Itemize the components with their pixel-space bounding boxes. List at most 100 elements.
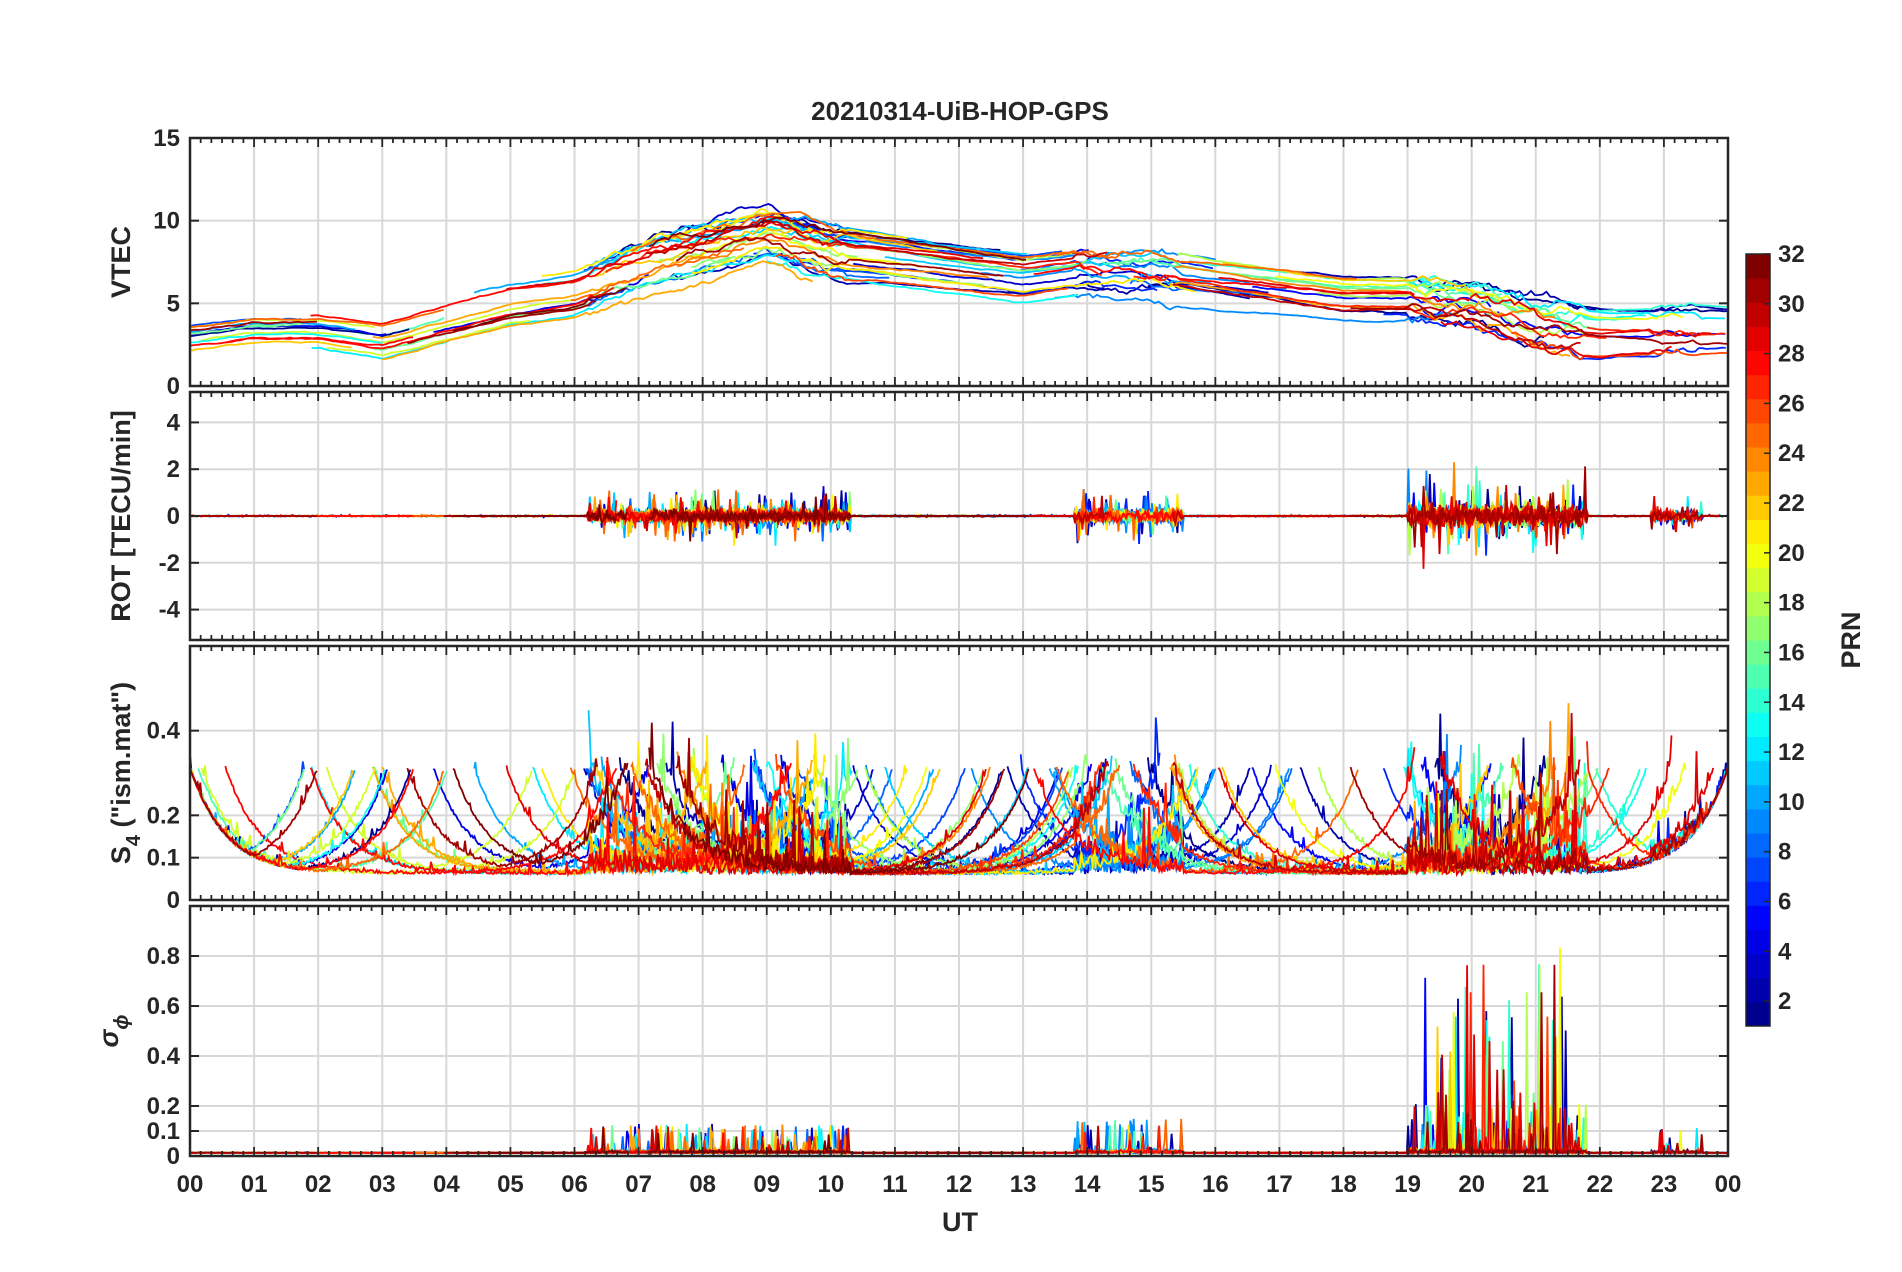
prn-trace xyxy=(541,208,908,277)
x-tick-label: 23 xyxy=(1651,1171,1678,1198)
x-tick-label: 00 xyxy=(1715,1171,1742,1198)
colorbar-tick-label: 18 xyxy=(1778,590,1805,617)
prn-trace xyxy=(648,722,1030,877)
x-tick-label: 08 xyxy=(689,1171,716,1198)
x-tick-label: 02 xyxy=(305,1171,332,1198)
prn-trace xyxy=(648,216,1027,261)
chart-title: 20210314-UiB-HOP-GPS xyxy=(811,96,1109,126)
y-tick-label: 0.4 xyxy=(147,718,181,745)
prn-trace xyxy=(452,762,629,867)
x-tick-label: 18 xyxy=(1330,1171,1357,1198)
colorbar-segment xyxy=(1746,664,1770,689)
colorbar-segment xyxy=(1746,278,1770,303)
colorbar-segment xyxy=(1746,784,1770,810)
prn-trace xyxy=(1511,331,1727,361)
colorbar-tick-label: 32 xyxy=(1778,241,1805,268)
prn-trace xyxy=(1172,712,1581,876)
colorbar-tick-label: 24 xyxy=(1778,440,1805,467)
prn-trace xyxy=(1054,293,1459,324)
prn-trace xyxy=(372,252,705,339)
prn-trace xyxy=(190,513,317,518)
prn-trace xyxy=(201,299,575,344)
y-tick-label: 0.4 xyxy=(147,1043,181,1070)
x-tick-label: 09 xyxy=(753,1171,780,1198)
prn-trace xyxy=(407,300,596,344)
colorbar-tick-label: 20 xyxy=(1778,540,1805,567)
x-tick-label: 15 xyxy=(1138,1171,1165,1198)
prn-trace xyxy=(190,336,414,347)
prn-trace xyxy=(775,253,1069,297)
prn-trace xyxy=(570,247,745,302)
y-axis-label-s4: S4 ("ism.mat") xyxy=(106,682,145,864)
prn-trace xyxy=(1218,277,1711,338)
prn-trace xyxy=(1048,768,1215,863)
prn-trace xyxy=(645,220,1108,266)
colorbar-tick-label: 14 xyxy=(1778,689,1805,716)
y-axis-label-rot: ROT [TECU/min] xyxy=(106,410,136,621)
colorbar-segment xyxy=(1746,833,1770,858)
colorbar-tick-label: 26 xyxy=(1778,390,1805,417)
prn-trace xyxy=(1032,746,1416,875)
x-tick-label: 05 xyxy=(497,1171,524,1198)
x-tick-label: 06 xyxy=(561,1171,588,1198)
colorbar-segment xyxy=(1746,374,1770,400)
prn-trace xyxy=(1188,762,1641,876)
prn-trace xyxy=(649,1132,1029,1156)
prn-trace xyxy=(1317,291,1588,335)
colorbar-segment xyxy=(1746,977,1770,1003)
y-tick-label: 0 xyxy=(167,503,180,530)
colorbar-segment xyxy=(1746,302,1770,327)
panel-rot: -4 -2 0 2 4 ROT [TECU/min] xyxy=(106,390,1730,642)
colorbar-label: PRN xyxy=(1836,611,1866,668)
x-tick-label: 03 xyxy=(369,1171,396,1198)
prn-trace xyxy=(190,768,445,873)
traces-vtec xyxy=(190,203,1728,361)
prn-trace xyxy=(1440,320,1672,359)
colorbar-segment xyxy=(1746,1001,1770,1027)
prn-trace xyxy=(382,260,814,361)
prn-trace xyxy=(675,737,1006,875)
prn-trace xyxy=(675,236,1004,277)
prn-trace xyxy=(1275,275,1684,321)
prn-trace xyxy=(691,245,1196,293)
prn-trace xyxy=(665,253,1105,295)
y-tick-label: 0.2 xyxy=(147,1093,180,1120)
colorbar-segment xyxy=(1746,326,1770,351)
x-tick-label: 00 xyxy=(177,1171,204,1198)
x-tick-label: 12 xyxy=(946,1171,973,1198)
colorbar-segment xyxy=(1746,567,1770,593)
y-axis-label-vtec: VTEC xyxy=(106,226,136,298)
y-tick-label: 0.1 xyxy=(147,1118,180,1145)
y-axis-label-sigma: σϕ xyxy=(94,1014,133,1047)
panel-s4: 0 0.1 0.2 0.4S4 ("ism.mat") xyxy=(106,644,1730,914)
colorbar-segment xyxy=(1746,953,1770,979)
x-tick-label: 11 xyxy=(882,1171,907,1198)
y-tick-label: 5 xyxy=(167,290,180,317)
y-tick-label: 15 xyxy=(153,125,180,152)
prn-trace xyxy=(1055,766,1359,875)
y-tick-label: -4 xyxy=(159,597,181,624)
colorbar-segment xyxy=(1746,543,1770,569)
prn-trace xyxy=(594,226,938,277)
prn-trace xyxy=(1172,283,1581,350)
colorbar-segment xyxy=(1746,905,1770,930)
prn-trace xyxy=(1349,766,1728,877)
colorbar-segment xyxy=(1746,447,1770,472)
x-tick-label: 20 xyxy=(1458,1171,1485,1198)
prn-trace xyxy=(310,215,792,325)
colorbar-segment xyxy=(1746,808,1770,834)
colorbar-segment xyxy=(1746,615,1770,641)
x-axis-label: UT xyxy=(942,1207,978,1237)
prn-trace xyxy=(1350,303,1728,346)
colorbar-tick-label: 28 xyxy=(1778,341,1805,368)
prn-trace xyxy=(812,754,1088,874)
colorbar-segment xyxy=(1746,254,1770,279)
colorbar-tick-label: 2 xyxy=(1778,988,1791,1015)
y-tick-label: 0.8 xyxy=(147,943,180,970)
colorbar-segment xyxy=(1746,350,1770,376)
colorbar-tick-label: 22 xyxy=(1778,490,1805,517)
y-tick-label: 0.1 xyxy=(147,845,180,872)
